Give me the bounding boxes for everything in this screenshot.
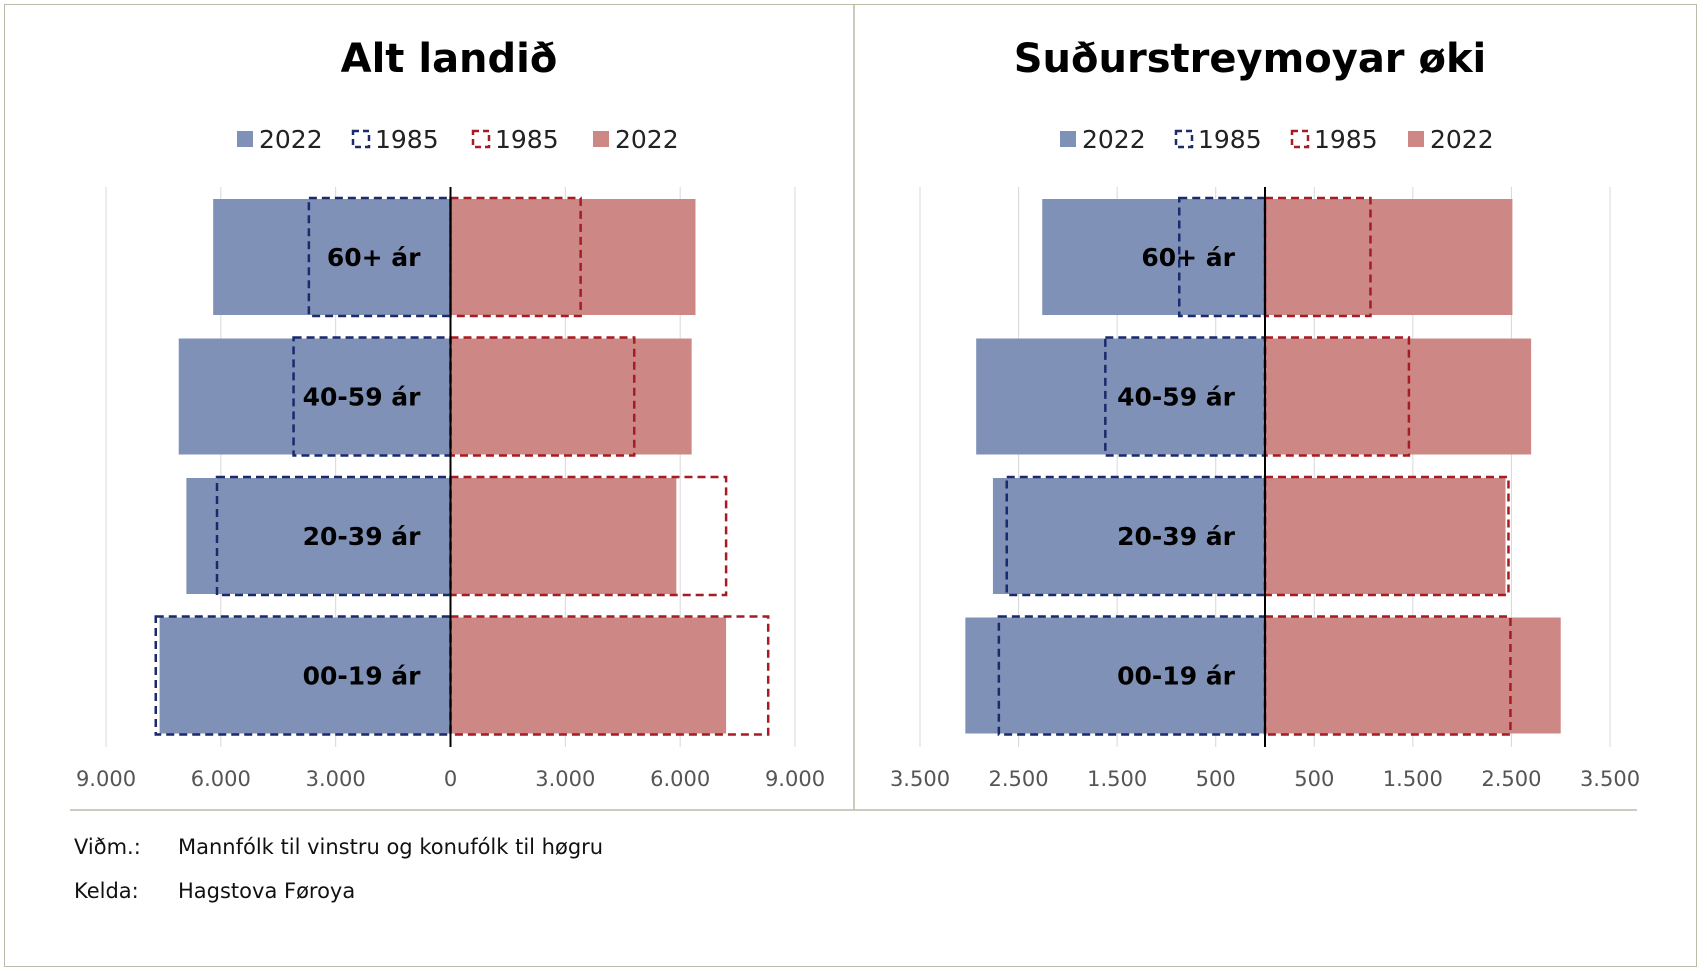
bar-left-2022 [1042, 199, 1265, 315]
bar-right-2022 [450, 617, 727, 734]
legend-label: 2022 [259, 125, 323, 154]
category-label: 60+ ár [1141, 243, 1235, 272]
bars [159, 199, 727, 734]
category-label: 40-59 ár [1117, 383, 1236, 412]
note-label: Viðm.: [74, 835, 141, 859]
category-label: 40-59 ár [303, 383, 422, 412]
bar-left-2022 [159, 617, 451, 734]
source-text: Hagstova Føroya [178, 879, 355, 903]
dashed-bars [997, 187, 1512, 747]
note-text: Mannfólk til vinstru og konufólk til høg… [178, 835, 603, 859]
bar-outline-left-1985 [1104, 336, 1267, 457]
x-tick-label: 3.000 [306, 767, 366, 791]
dashed-bars [154, 187, 770, 747]
legend-swatch-3 [593, 131, 609, 147]
x-tick-label: 3.500 [1580, 767, 1640, 791]
x-tick-label: 500 [1196, 767, 1236, 791]
x-axis-ticks: 3.500 2.500 1.500 500 500 1.500 2.500 3.500 [890, 767, 1640, 791]
x-tick-label: 2.500 [989, 767, 1049, 791]
x-tick-label: 1.500 [1087, 767, 1147, 791]
bar-left-2022 [213, 199, 451, 315]
x-tick-label: 9.000 [765, 767, 825, 791]
chart-panel-alt-landid: Alt landið 2022 1985 1985 2022 60+ ár 40-59 … [76, 36, 825, 791]
legend-label: 1985 [495, 125, 559, 154]
legend-swatch-0 [237, 131, 253, 147]
legend-swatch-2 [1290, 129, 1310, 149]
category-labels: 60+ ár 40-59 ár 20-39 ár 00-19 ár [303, 243, 422, 691]
legend-swatch-0 [1060, 131, 1076, 147]
legend-swatch-2 [471, 129, 491, 149]
bar-left-2022 [965, 617, 1265, 734]
category-label: 20-39 ár [1117, 522, 1236, 551]
legend-label: 1985 [1314, 125, 1378, 154]
bar-outline-right-1985 [1263, 196, 1372, 318]
legend-label: 2022 [615, 125, 679, 154]
category-label: 00-19 ár [303, 662, 422, 691]
bar-right-2022 [1265, 338, 1532, 455]
bar-right-2022 [1265, 478, 1506, 594]
category-label: 20-39 ár [303, 522, 422, 551]
chart-title: Suðurstreymoyar øki [1014, 36, 1487, 82]
category-label: 00-19 ár [1117, 662, 1236, 691]
legend-swatch-1 [351, 129, 371, 149]
legend-swatch-3 [1408, 131, 1424, 147]
bar-right-2022 [1265, 617, 1561, 734]
x-tick-label: 6.000 [191, 767, 251, 791]
x-tick-label: 3.000 [535, 767, 595, 791]
bar-right-2022 [450, 478, 677, 594]
figure-frame [4, 4, 1697, 967]
bar-outline-right-1985 [1263, 336, 1411, 457]
x-tick-label: 9.000 [76, 767, 136, 791]
bar-left-2022 [976, 338, 1265, 455]
bar-left-2022 [186, 478, 451, 594]
bars [965, 199, 1561, 734]
x-tick-label: 3.500 [890, 767, 950, 791]
x-tick-label: 2.500 [1481, 767, 1541, 791]
x-tick-label: 6.000 [650, 767, 710, 791]
legend-label: 2022 [1082, 125, 1146, 154]
bar-left-2022 [178, 338, 451, 455]
legend-label: 1985 [375, 125, 439, 154]
bar-left-2022 [992, 478, 1265, 594]
chart-panel-sudurstreymoyar: Suðurstreymoyar øki 2022 1985 1985 2022 60+… [890, 36, 1640, 791]
legend-label: 1985 [1198, 125, 1262, 154]
x-axis-ticks: 9.000 6.000 3.000 0 3.000 6.000 9.000 [76, 767, 825, 791]
x-tick-label: 500 [1294, 767, 1334, 791]
x-tick-label: 0 [444, 767, 457, 791]
chart-legend: 2022 1985 1985 2022 [237, 125, 679, 154]
footnote: Viðm.: Mannfólk til vinstru og konufólk … [74, 835, 603, 903]
source-label: Kelda: [74, 879, 139, 903]
x-tick-label: 1.500 [1383, 767, 1443, 791]
legend-swatch-1 [1174, 129, 1194, 149]
bar-outline-right-1985 [449, 336, 636, 457]
category-labels: 60+ ár 40-59 ár 20-39 ár 00-19 ár [1117, 243, 1236, 691]
bar-right-2022 [1265, 199, 1513, 315]
chart-legend: 2022 1985 1985 2022 [1060, 125, 1494, 154]
legend-label: 2022 [1430, 125, 1494, 154]
bar-right-2022 [450, 199, 696, 315]
chart-title: Alt landið [341, 36, 558, 82]
bar-outline-right-1985 [449, 196, 582, 318]
category-label: 60+ ár [327, 243, 421, 272]
bar-right-2022 [450, 338, 692, 455]
